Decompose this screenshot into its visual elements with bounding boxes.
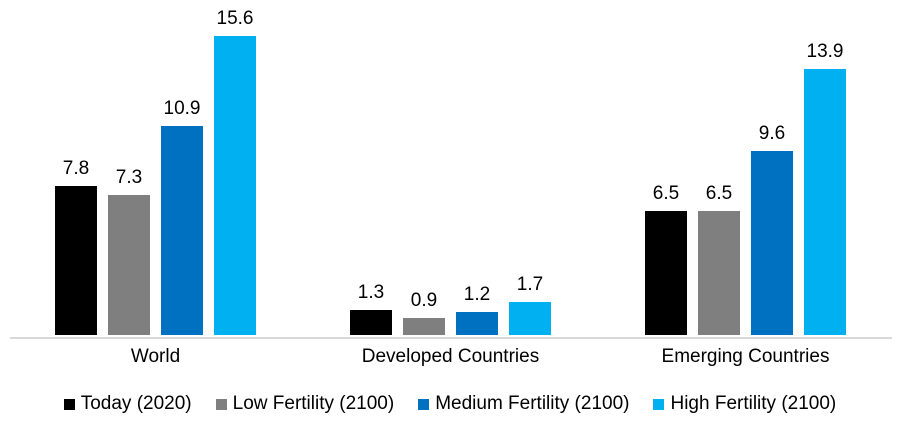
bar-value-label: 0.9 — [410, 290, 438, 311]
bar-value-label: 1.2 — [463, 284, 491, 305]
bar — [350, 310, 392, 335]
bar — [108, 195, 150, 335]
bar-group: 6.5 6.5 9.6 13.9 — [645, 0, 846, 335]
legend-label: Low Fertility (2100) — [232, 393, 395, 414]
bar — [698, 211, 740, 335]
bar-value-label: 15.6 — [216, 8, 254, 29]
bar-value-label: 9.6 — [758, 123, 786, 144]
bar-value-label: 13.9 — [806, 41, 844, 62]
bar — [509, 302, 551, 335]
category-label: Emerging Countries — [661, 346, 830, 367]
legend-marker-icon — [418, 398, 430, 410]
bar-value-label: 1.3 — [357, 282, 385, 303]
bar — [645, 211, 687, 335]
legend: Today (2020) Low Fertility (2100) Medium F… — [0, 389, 900, 419]
bar-value-label: 7.8 — [62, 158, 90, 179]
bar — [214, 36, 256, 335]
bar-value-label: 1.7 — [516, 274, 544, 295]
category-axis-labels: World Developed Countries Emerging Countri… — [0, 345, 900, 371]
bar-group: 7.8 7.3 10.9 15.6 — [55, 0, 256, 335]
bar-value-label: 6.5 — [705, 183, 733, 204]
category-label: Developed Countries — [361, 346, 540, 367]
legend-item: Medium Fertility (2100) — [418, 392, 629, 416]
legend-item: Low Fertility (2100) — [215, 392, 395, 416]
bar-value-label: 10.9 — [163, 98, 201, 119]
legend-item: Today (2020) — [63, 392, 192, 416]
bar-value-label: 7.3 — [115, 167, 143, 188]
x-axis-line — [10, 337, 892, 339]
bar — [161, 126, 203, 335]
legend-label: Medium Fertility (2100) — [435, 393, 630, 414]
plot-area: 7.8 7.3 10.9 15.6 1.3 0.9 1.2 1.7 6.5 6.5 9.6 13.9 — [55, 0, 846, 335]
bar — [804, 69, 846, 335]
legend-marker-icon — [653, 398, 665, 410]
bar — [751, 151, 793, 335]
bar — [403, 318, 445, 335]
legend-label: Today (2020) — [80, 393, 192, 414]
bar — [55, 186, 97, 335]
legend-marker-icon — [63, 398, 75, 410]
legend-item: High Fertility (2100) — [653, 392, 836, 416]
legend-marker-icon — [215, 398, 227, 410]
legend-label: High Fertility (2100) — [670, 393, 837, 414]
bar — [456, 312, 498, 335]
bar-value-label: 6.5 — [652, 183, 680, 204]
category-label: World — [130, 346, 181, 367]
bar-group: 1.3 0.9 1.2 1.7 — [350, 0, 551, 335]
